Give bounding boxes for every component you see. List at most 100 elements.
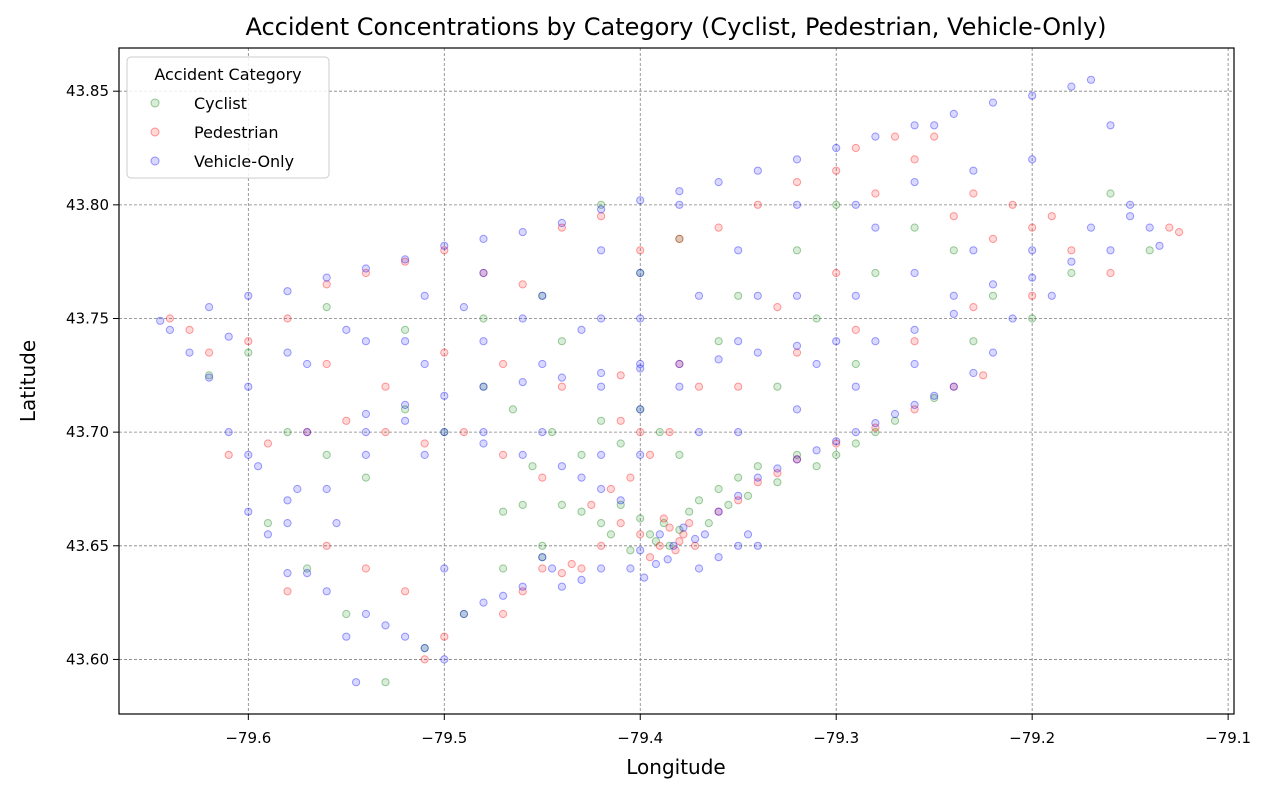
point-pedestrian [420,655,429,664]
point-vehicle-only [1067,257,1076,266]
point-vehicle-only [254,462,263,471]
point-vehicle-only [440,428,449,437]
point-vehicle-only [1126,200,1135,209]
point-pedestrian [792,348,802,357]
point-vehicle-only [597,450,606,459]
point-pedestrian [322,280,331,289]
point-cyclist [557,500,567,509]
point-vehicle-only [988,348,998,357]
point-pedestrian [361,564,370,573]
point-vehicle-only [832,337,841,346]
point-vehicle-only [518,314,527,323]
point-cyclist [636,268,645,278]
point-pedestrian [185,325,194,334]
point-vehicle-only [440,564,449,573]
point-vehicle-only [401,255,410,264]
point-cyclist [606,530,616,539]
point-vehicle-only [910,178,919,187]
point-pedestrian [606,484,616,494]
point-cyclist [851,359,860,369]
x-tick-label: −79.6 [225,729,271,747]
point-cyclist [714,337,723,346]
point-vehicle-only [626,564,635,573]
point-pedestrian [851,143,860,153]
legend-marker-vehicle-only [150,156,160,166]
point-vehicle-only [283,496,292,505]
point-vehicle-only [479,439,488,448]
point-cyclist [244,348,253,357]
point-vehicle-only [675,359,684,369]
point-cyclist [1145,246,1154,255]
point-cyclist [773,478,782,487]
point-vehicle-only [440,391,449,400]
point-vehicle-only [597,205,606,214]
point-pedestrian [557,382,567,391]
point-vehicle-only [577,575,586,585]
point-vehicle-only [734,337,743,346]
point-vehicle-only [303,428,312,437]
point-pedestrian [792,455,802,464]
point-pedestrian [890,132,900,141]
point-cyclist [832,450,841,459]
point-pedestrian [440,348,449,357]
point-pedestrian [851,325,860,334]
point-pedestrian [675,234,684,243]
point-pedestrian [626,473,635,482]
point-vehicle-only [401,337,410,346]
point-vehicle-only [969,368,978,378]
point-vehicle-only [361,609,370,619]
point-vehicle-only [283,348,292,357]
point-cyclist [548,428,557,437]
point-vehicle-only [577,473,586,482]
y-axis-ticks: 43.60 43.65 43.70 43.75 43.80 43.85 [66,82,119,668]
point-pedestrian [322,359,331,369]
point-pedestrian [381,382,390,391]
point-vehicle-only [205,373,214,382]
point-vehicle-only [361,337,370,346]
point-cyclist [1106,189,1115,198]
point-pedestrian [832,439,841,448]
point-cyclist [734,291,743,300]
point-vehicle-only [792,405,802,414]
point-vehicle-only [224,332,233,341]
series-cyclist [205,189,1154,687]
point-vehicle-only [244,450,253,459]
point-pedestrian [1175,228,1184,237]
point-pedestrian [665,428,674,437]
point-vehicle-only [669,541,678,550]
point-cyclist [381,678,390,687]
legend: Accident Category Cyclist Pedestrian Veh… [126,56,330,179]
point-pedestrian [659,514,668,523]
point-pedestrian [691,541,700,550]
point-pedestrian [645,553,655,562]
point-cyclist [910,223,919,232]
point-pedestrian [303,428,312,437]
point-pedestrian [734,382,743,391]
point-pedestrian [538,564,547,573]
point-vehicle-only [420,644,429,653]
point-vehicle-only [361,409,370,419]
x-tick-label: −79.3 [813,729,859,747]
point-pedestrian [557,569,567,578]
point-cyclist [636,405,645,414]
point-pedestrian [773,469,782,478]
point-vehicle-only [518,450,527,459]
point-cyclist [518,500,527,509]
point-pedestrian [645,450,655,459]
point-cyclist [420,644,429,653]
point-pedestrian [734,496,743,505]
point-cyclist [401,405,410,414]
point-pedestrian [342,416,351,425]
point-pedestrian [949,212,958,221]
point-pedestrian [518,280,527,289]
point-pedestrian [969,303,978,312]
point-cyclist [205,371,214,380]
point-pedestrian [499,609,508,619]
point-vehicle-only [636,364,645,373]
point-vehicle-only [1086,223,1096,232]
point-vehicle-only [734,246,743,255]
point-pedestrian [949,382,958,391]
point-vehicle-only [499,591,508,600]
point-vehicle-only [734,491,743,500]
point-vehicle-only [969,166,978,175]
